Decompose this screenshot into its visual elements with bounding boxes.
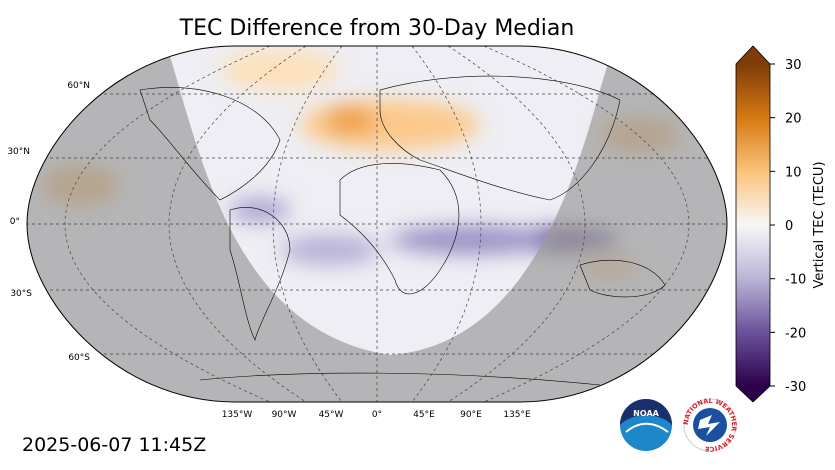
nws-logo: NATIONAL WEATHER SERVICE — [682, 397, 738, 453]
lat-label: 60°S — [68, 353, 90, 363]
colorbar-tick-label: -20 — [785, 326, 806, 341]
noaa-logo: NOAA — [620, 399, 672, 451]
colorbar-tick-label: -10 — [785, 273, 806, 288]
title: TEC Difference from 30-Day Median — [179, 16, 575, 41]
lat-label: 30°S — [10, 289, 32, 299]
colorbar-tick-label: 30 — [785, 58, 802, 73]
lon-label: 135°W — [222, 410, 253, 420]
colorbar-tick-label: 0 — [785, 219, 793, 234]
colorbar-tick-label: 10 — [785, 165, 802, 180]
lon-label: 90°W — [272, 410, 297, 420]
colorbar — [735, 45, 771, 403]
colorbar-tick-label: -30 — [785, 380, 806, 395]
lon-label: 90°E — [460, 410, 482, 420]
timestamp: 2025-06-07 11:45Z — [22, 434, 206, 456]
lat-label: 30°N — [7, 147, 30, 157]
map — [27, 46, 727, 402]
colorbar-tick-label: 20 — [785, 112, 802, 127]
lon-label: 45°W — [319, 410, 344, 420]
lon-label: 135°E — [503, 410, 531, 420]
lon-label: 45°E — [413, 410, 435, 420]
lat-label: 0° — [10, 217, 20, 227]
noaa-text: NOAA — [633, 409, 659, 418]
colorbar-label: Vertical TEC (TECU) — [812, 161, 827, 288]
lon-label: 0° — [372, 410, 382, 420]
lat-label: 60°N — [67, 81, 90, 91]
